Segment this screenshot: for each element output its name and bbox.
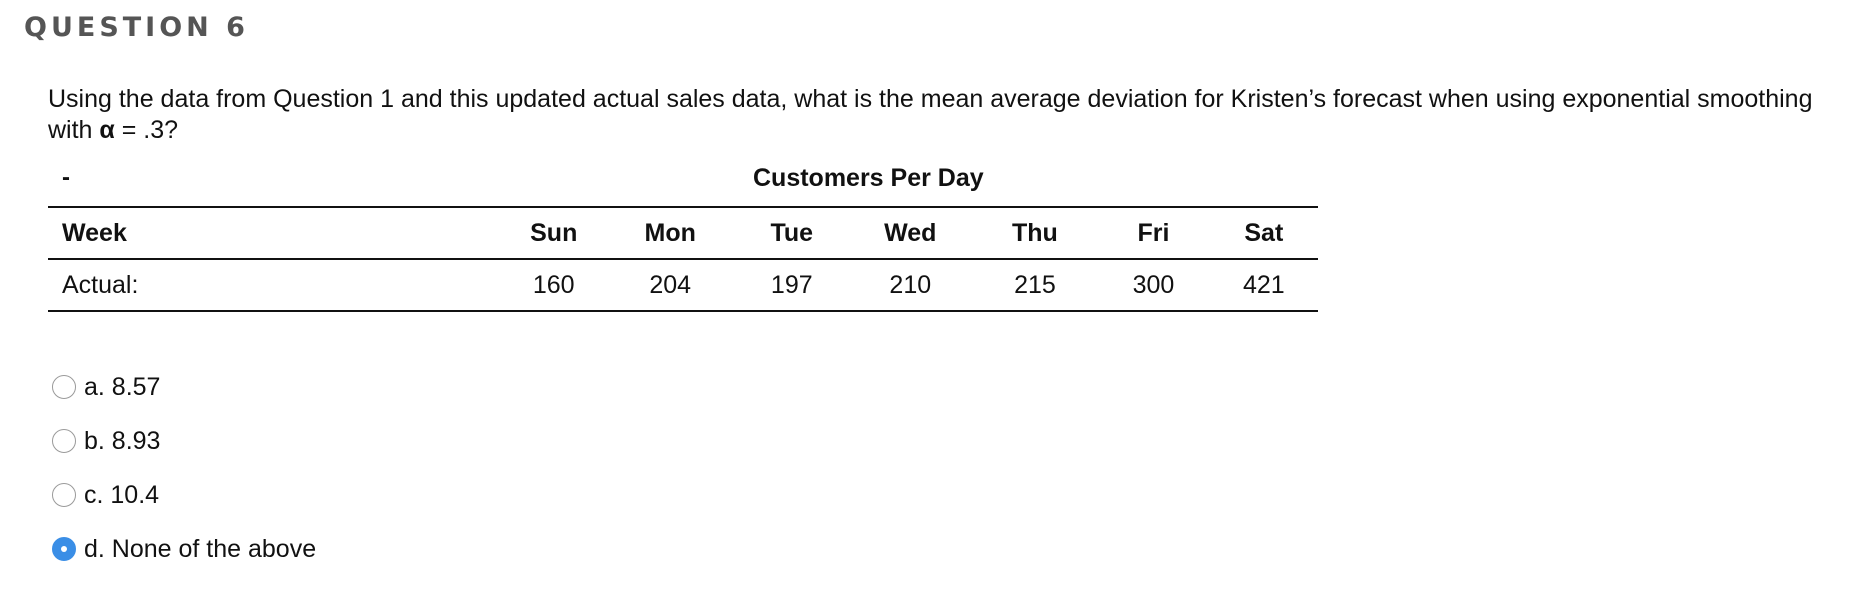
header-tue: Tue (770, 218, 814, 247)
cell-thu: 215 (1014, 270, 1056, 299)
radio-button-a[interactable] (52, 375, 76, 399)
header-fri: Fri (1137, 218, 1170, 247)
option-a[interactable]: a. 8.57 (52, 372, 316, 402)
radio-button-d[interactable] (52, 537, 76, 561)
header-thu: Thu (1012, 218, 1058, 247)
header-sun: Sun (530, 218, 578, 247)
cell-tue: 197 (770, 270, 813, 299)
cell-sat: 421 (1242, 270, 1285, 299)
question-text-part-2: = .3? (114, 116, 179, 144)
table-row: Actual: 160 204 197 210 215 300 421 (48, 259, 1318, 311)
answer-options: a. 8.57 b. 8.93 c. 10.4 d. None of the a… (52, 372, 316, 588)
header-wed: Wed (884, 218, 937, 247)
option-c-label[interactable]: c. 10.4 (84, 480, 160, 509)
header-sat: Sat (1244, 218, 1284, 247)
sales-table: - Customers Per Day Week Sun Mon Tue Wed… (48, 162, 1318, 312)
cell-mon: 204 (649, 270, 692, 299)
question-header: QUESTION 6 (24, 12, 249, 43)
option-b-label[interactable]: b. 8.93 (84, 426, 161, 455)
option-d[interactable]: d. None of the above (52, 534, 316, 564)
question-text: Using the data from Question 1 and this … (48, 84, 1828, 146)
radio-button-c[interactable] (52, 483, 76, 507)
table-caption: Customers Per Day (753, 164, 984, 192)
cell-sun: 160 (532, 270, 575, 299)
option-d-label[interactable]: d. None of the above (84, 534, 317, 563)
header-mon: Mon (644, 218, 696, 247)
option-c[interactable]: c. 10.4 (52, 480, 316, 510)
header-week: Week (62, 218, 127, 247)
data-table: Week Sun Mon Tue Wed Thu Fri Sat Actual:… (48, 206, 1318, 312)
table-caption-row: - Customers Per Day (48, 162, 1318, 206)
cell-row-label: Actual: (62, 270, 139, 299)
alpha-symbol: α (99, 116, 115, 144)
table-header-row: Week Sun Mon Tue Wed Thu Fri Sat (48, 207, 1318, 259)
option-a-label[interactable]: a. 8.57 (84, 372, 161, 401)
cell-fri: 300 (1132, 270, 1175, 299)
table-corner-mark: - (62, 164, 70, 191)
option-b[interactable]: b. 8.93 (52, 426, 316, 456)
radio-button-b[interactable] (52, 429, 76, 453)
cell-wed: 210 (889, 270, 932, 299)
question-text-part-1: Using the data from Question 1 and this … (48, 85, 1813, 144)
